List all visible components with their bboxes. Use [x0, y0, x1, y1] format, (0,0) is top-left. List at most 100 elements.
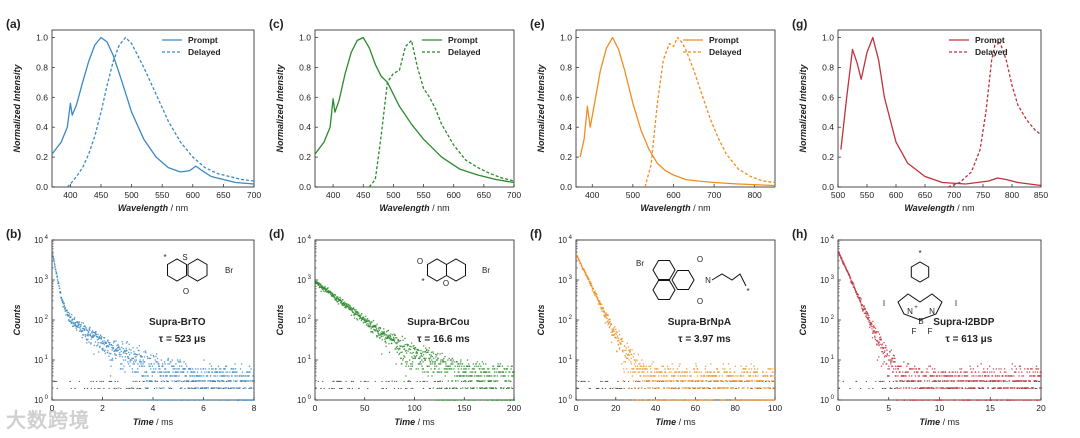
- decay-point: [616, 337, 618, 339]
- decay-point: [449, 399, 451, 401]
- decay-point: [78, 330, 81, 332]
- decay-point: [598, 299, 600, 302]
- decay-point: [703, 380, 705, 382]
- decay-point: [387, 337, 389, 339]
- decay-point: [458, 371, 460, 373]
- decay-point: [463, 368, 465, 370]
- background-point: [323, 387, 325, 389]
- decay-point: [249, 387, 252, 389]
- decay-point: [927, 387, 930, 389]
- y-tick-label: 10: [558, 396, 567, 405]
- decay-point: [496, 380, 499, 382]
- decay-point: [1009, 375, 1011, 377]
- y-axis-label: Normalized Intensity: [12, 64, 22, 153]
- decay-point: [343, 304, 345, 307]
- background-point: [875, 380, 877, 382]
- decay-point: [858, 297, 861, 299]
- decay-point: [758, 380, 760, 382]
- decay-point: [113, 350, 115, 353]
- decay-point: [490, 380, 493, 382]
- background-point: [730, 380, 732, 382]
- decay-point: [977, 399, 979, 401]
- background-point: [108, 387, 110, 389]
- background-point: [735, 387, 737, 389]
- background-point: [367, 380, 369, 382]
- decay-point: [441, 359, 443, 361]
- decay-point: [656, 380, 658, 382]
- background-point: [394, 380, 396, 382]
- decay-point: [337, 296, 339, 298]
- decay-point: [150, 380, 153, 382]
- decay-point: [170, 365, 173, 367]
- decay-point: [367, 325, 369, 328]
- charge-plus: +: [914, 305, 918, 311]
- decay-point: [151, 371, 153, 373]
- decay-point: [483, 368, 485, 370]
- decay-point: [670, 371, 672, 373]
- decay-point: [89, 334, 92, 337]
- atom-label-bromine: Br: [482, 266, 490, 275]
- decay-point: [208, 399, 211, 401]
- decay-point: [412, 357, 414, 360]
- decay-point: [908, 380, 910, 382]
- background-point: [388, 380, 390, 382]
- decay-point: [158, 368, 160, 370]
- decay-point: [855, 291, 857, 293]
- decay-point: [1040, 371, 1042, 373]
- x-tick-label: 80: [730, 403, 740, 413]
- decay-point: [245, 387, 247, 389]
- decay-point: [901, 375, 903, 377]
- decay-point: [491, 387, 493, 389]
- decay-point: [474, 371, 477, 373]
- decay-point: [655, 371, 658, 373]
- decay-point: [886, 354, 888, 356]
- decay-point: [92, 336, 94, 339]
- decay-point: [1039, 375, 1041, 377]
- decay-point: [964, 371, 966, 373]
- decay-point: [1031, 375, 1033, 377]
- decay-point: [488, 375, 490, 377]
- decay-point: [81, 337, 83, 339]
- decay-point: [368, 323, 370, 325]
- decay-point: [756, 399, 759, 401]
- decay-point: [920, 387, 923, 389]
- decay-point: [329, 291, 331, 294]
- decay-point: [667, 368, 670, 370]
- decay-point: [605, 312, 607, 314]
- background-point: [621, 387, 623, 389]
- decay-point: [633, 353, 635, 355]
- decay-point: [927, 399, 930, 401]
- decay-point: [1021, 375, 1023, 377]
- decay-point: [657, 387, 660, 389]
- decay-point: [902, 375, 905, 377]
- decay-point: [125, 342, 128, 344]
- background-point: [577, 380, 580, 382]
- background-point: [74, 387, 76, 389]
- decay-point: [941, 380, 944, 382]
- decay-point: [709, 371, 711, 373]
- background-point: [103, 387, 105, 389]
- decay-point: [957, 375, 960, 377]
- y-tick-exponent: 1: [569, 355, 573, 361]
- decay-point: [871, 337, 874, 339]
- decay-point: [1011, 363, 1013, 365]
- decay-point: [431, 355, 434, 358]
- decay-point: [641, 387, 643, 389]
- decay-point: [180, 399, 183, 401]
- decay-point: [933, 380, 935, 382]
- background-point: [618, 387, 621, 389]
- background-point: [315, 387, 317, 389]
- decay-point: [398, 353, 400, 356]
- decay-point: [119, 368, 122, 370]
- decay-point: [675, 387, 677, 389]
- decay-point: [320, 290, 322, 293]
- y-tick-exponent: 2: [831, 315, 835, 321]
- decay-point: [143, 365, 145, 367]
- decay-point: [353, 314, 355, 317]
- decay-point: [585, 273, 587, 275]
- decay-point: [644, 399, 646, 401]
- decay-point: [337, 297, 339, 300]
- decay-point: [644, 368, 647, 370]
- background-point: [483, 387, 485, 389]
